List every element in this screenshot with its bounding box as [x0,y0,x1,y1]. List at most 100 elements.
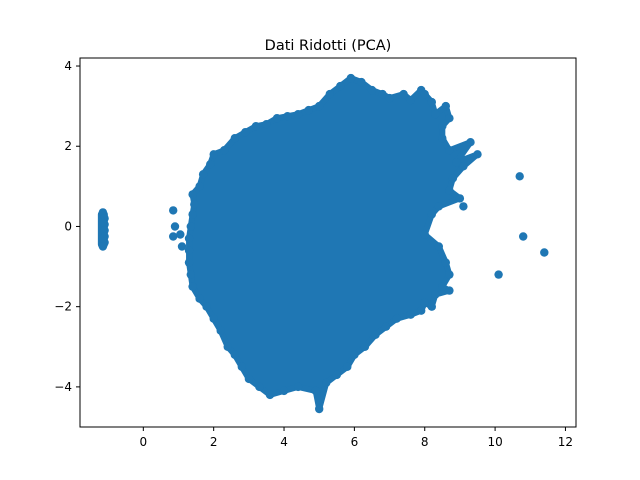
data-point [100,226,109,235]
data-point [223,342,232,351]
data-point [406,95,415,105]
data-point [325,89,334,99]
data-point [445,286,454,295]
x-tick-label: 8 [421,435,429,449]
data-point [177,242,187,251]
data-point [519,232,528,241]
data-point [392,314,401,323]
data-point [176,230,185,239]
data-point [220,146,229,155]
chart-title: Dati Ridotti (PCA) [265,38,392,54]
data-point [420,230,429,239]
data-point [399,89,408,99]
data-point [184,246,194,255]
data-point [170,222,180,231]
y-tick-label: 0 [64,219,72,233]
data-point [455,194,465,203]
data-point [272,114,282,123]
data-point [304,105,313,115]
data-point [434,242,443,251]
data-point [438,282,447,291]
data-point [188,282,197,291]
plot-frame [79,57,577,428]
data-point [230,134,239,143]
data-point [346,73,356,83]
data-point [540,248,549,257]
data-point [494,270,503,279]
data-point [459,162,468,171]
data-point [332,370,341,380]
data-point [98,242,108,251]
data-point [188,210,197,219]
data-point [315,404,324,414]
data-point [452,158,461,167]
data-point [209,314,218,323]
data-point [98,218,108,227]
data-point [441,101,450,111]
data-points [98,73,549,414]
data-point [381,322,391,331]
data-point [445,146,454,155]
x-tick-label: 10 [487,435,502,449]
data-point [420,298,429,307]
x-tick-label: 4 [280,435,288,449]
data-point [385,93,394,103]
data-point [417,306,426,315]
data-point [311,386,320,396]
data-point [206,160,215,169]
data-point [459,202,468,211]
data-point [427,302,436,311]
data-point [427,210,436,219]
data-point [184,234,194,243]
data-point [322,378,331,388]
data-point [293,382,303,392]
data-point [431,290,440,299]
data-point [438,122,447,131]
data-point [445,186,454,195]
data-point [315,101,324,111]
data-point [241,128,250,137]
data-point [198,170,208,179]
data-point [293,110,303,119]
data-point [195,182,204,191]
y-tick-label: −4 [54,380,72,394]
y-tick-label: 4 [64,59,72,73]
data-point [216,326,225,335]
data-point [202,302,211,311]
data-point [515,172,524,181]
y-tick-label: 2 [64,139,72,153]
data-point [184,258,194,267]
data-point [406,310,415,319]
data-point [448,174,458,183]
data-point [473,150,482,159]
data-point [445,114,454,123]
data-point [438,134,447,143]
data-point [357,77,366,87]
y-tick-label: −2 [54,300,72,314]
data-point [209,150,218,159]
data-point [188,190,197,199]
x-axis-ticks: 0 2 4 6 8 10 12 [139,427,573,449]
data-point [195,294,204,303]
data-point [360,342,370,351]
data-point [255,382,264,392]
data-point [169,232,178,241]
data-point [279,386,289,396]
data-point [441,258,450,267]
data-point [378,89,387,99]
data-point [434,202,443,211]
data-point [343,362,352,371]
data-point [190,200,199,209]
data-point [244,374,254,384]
data-point [431,110,440,119]
data-point [350,350,359,359]
data-point [265,390,275,400]
data-point [251,122,261,131]
data-point [371,330,380,339]
data-point [336,81,345,91]
data-point [186,222,195,231]
data-point [186,270,195,279]
y-axis-ticks: −4 −2 0 2 4 [54,59,80,394]
x-tick-label: 2 [210,435,218,449]
